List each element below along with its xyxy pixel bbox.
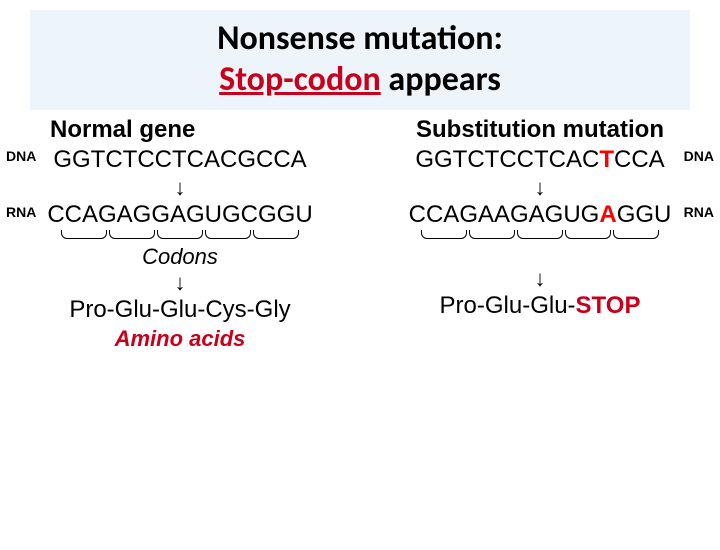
right-rna-wrap: CCAGAAGAGUGAGGU [409,201,672,230]
dna-label-left: DNA [6,148,36,164]
right-dna-post: CCA [614,146,665,173]
title-line2: Stop-codon appears [30,59,690,100]
title-highlight: Stop-codon [219,59,381,100]
arrow-icon: ↓ [360,268,720,290]
right-column: Substitution mutation GGTCTCCTCACTCCA DN… [360,116,720,352]
codon-bracket [517,230,563,239]
codon-bracket [613,230,659,239]
right-amino-stop: STOP [576,292,641,319]
left-codon-brackets [47,230,312,239]
arrow-icon: ↓ [0,272,360,294]
codon-bracket [469,230,515,239]
columns: Normal gene DNA GGTCTCCTCACGCCA ↓ RNA CC… [0,116,720,352]
left-amino: Pro-Glu-Glu-Cys-Gly [0,296,360,324]
title-box: Nonsense mutation: Stop-codon appears [30,10,690,110]
codon-bracket [61,230,107,239]
codon-bracket [205,230,251,239]
right-rna-mut: A [599,201,616,228]
right-dna-seq: GGTCTCCTCACTCCA [360,146,720,175]
codon-bracket [109,230,155,239]
left-dna-seq: GGTCTCCTCACGCCA [0,146,360,175]
rna-label-right: RNA [684,204,714,220]
codon-bracket [157,230,203,239]
right-codon-brackets [409,230,672,239]
arrow-icon: ↓ [360,177,720,199]
right-amino-pre: Pro-Glu-Glu- [440,292,576,319]
rna-label-left: RNA [6,204,36,220]
right-rna-seq: CCAGAAGAGUGAGGU [409,201,672,228]
title-line1: Nonsense mutation: [30,18,690,59]
arrow-icon: ↓ [0,177,360,199]
right-rna-post: GGU [617,201,672,228]
left-rna-wrap: CCAGAGGAGUGCGGU [47,201,312,230]
right-dna-mut: T [599,146,614,173]
left-column: Normal gene DNA GGTCTCCTCACGCCA ↓ RNA CC… [0,116,360,352]
codons-label: Codons [0,244,360,270]
codon-bracket [421,230,467,239]
amino-acids-label: Amino acids [0,326,360,352]
left-header: Normal gene [50,116,360,144]
dna-label-right: DNA [684,148,714,164]
right-rna-pre: CCAGAAGAGUG [409,201,600,228]
codon-bracket [565,230,611,239]
left-rna-seq: CCAGAGGAGUGCGGU [47,201,312,228]
right-amino: Pro-Glu-Glu-STOP [360,292,720,320]
codon-bracket [253,230,299,239]
title-rest: appears [381,59,501,100]
right-dna-pre: GGTCTCCTCAC [415,146,599,173]
right-header: Substitution mutation [360,116,720,144]
